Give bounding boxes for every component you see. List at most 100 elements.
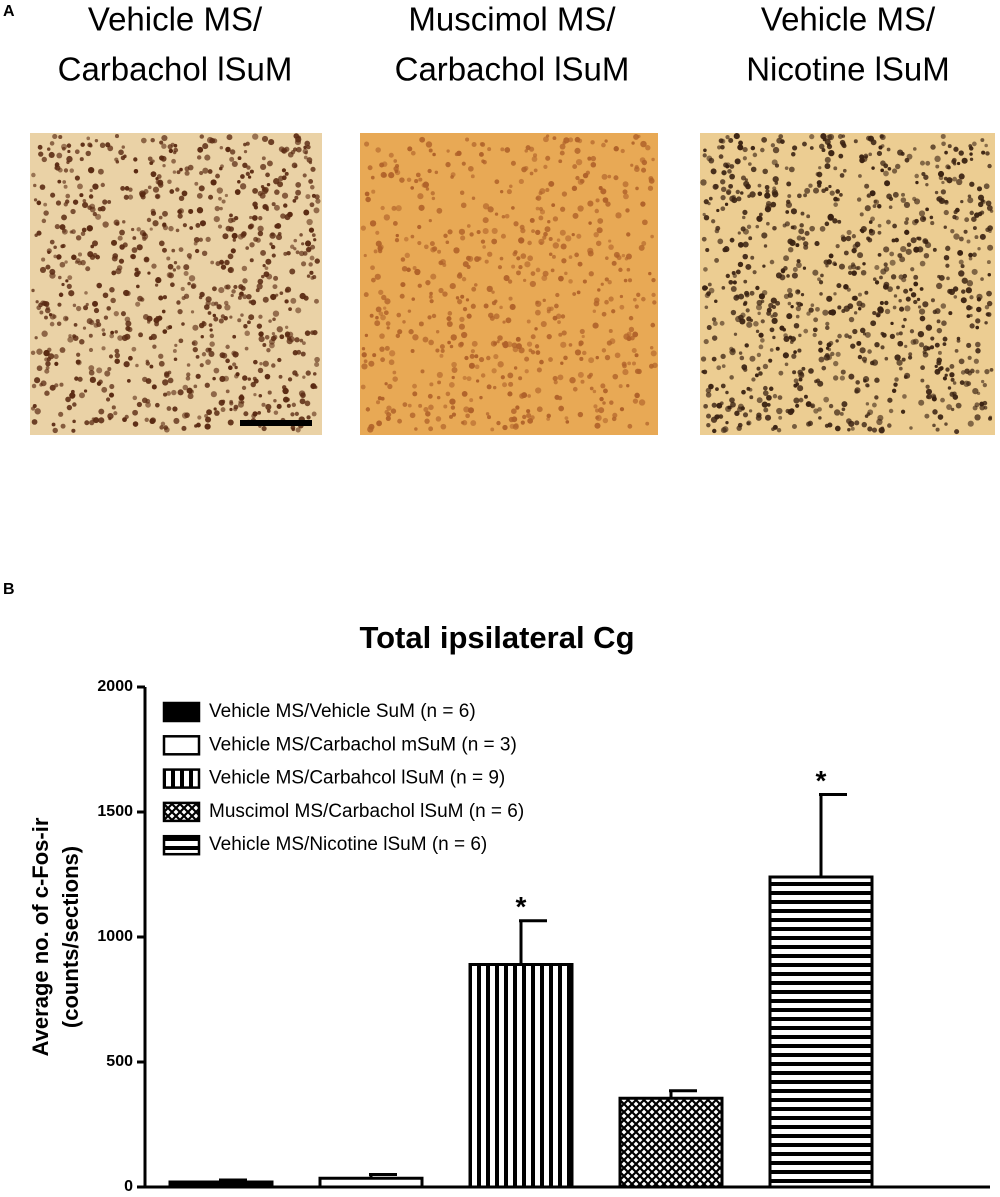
- cell: [533, 168, 538, 173]
- cell: [739, 318, 746, 325]
- cell: [397, 418, 403, 424]
- cell: [225, 358, 230, 364]
- cell: [752, 270, 757, 275]
- cell: [974, 414, 981, 421]
- cell: [43, 210, 49, 216]
- cell: [36, 348, 43, 355]
- cell: [535, 350, 541, 355]
- cell: [813, 317, 819, 323]
- cell: [542, 298, 546, 303]
- cell: [30, 350, 36, 356]
- cell: [56, 321, 62, 326]
- cell: [451, 412, 457, 417]
- cell: [735, 189, 740, 195]
- cell: [305, 370, 311, 376]
- cell: [812, 332, 817, 338]
- cell: [805, 401, 811, 407]
- cell: [364, 333, 369, 338]
- cell: [953, 233, 960, 240]
- cell: [82, 326, 87, 330]
- cell: [548, 357, 553, 362]
- cell: [559, 150, 565, 156]
- cell: [39, 184, 46, 190]
- cell: [87, 167, 95, 174]
- cell: [917, 330, 925, 338]
- cell: [950, 229, 955, 234]
- cell: [588, 271, 594, 277]
- cell: [981, 199, 986, 204]
- cell: [135, 363, 139, 368]
- cell: [825, 321, 830, 326]
- bar: [768, 875, 874, 1189]
- cell: [524, 261, 531, 268]
- cell: [131, 227, 135, 232]
- cell: [299, 292, 306, 300]
- cell: [786, 274, 790, 278]
- cell: [158, 360, 165, 367]
- cell: [272, 310, 280, 317]
- cell: [866, 412, 871, 417]
- cell: [114, 330, 118, 334]
- cell: [284, 299, 289, 304]
- cell: [133, 157, 138, 162]
- cell: [977, 194, 985, 201]
- cell: [136, 401, 143, 408]
- cell: [902, 394, 907, 399]
- cell: [632, 398, 639, 404]
- cell: [837, 134, 843, 139]
- cell: [746, 420, 752, 426]
- cell: [828, 309, 834, 315]
- cell: [901, 324, 905, 329]
- cell: [904, 305, 911, 312]
- cell: [509, 303, 516, 310]
- cell: [793, 397, 800, 404]
- cell: [943, 254, 950, 261]
- cell: [883, 246, 890, 253]
- cell: [545, 134, 550, 138]
- cell: [558, 332, 563, 337]
- cell: [261, 135, 269, 143]
- cell: [294, 195, 299, 200]
- cell: [77, 252, 83, 257]
- cell: [745, 308, 750, 313]
- cell: [490, 427, 495, 432]
- cell: [652, 362, 658, 369]
- cell: [125, 320, 132, 327]
- image-caption: Muscimol MS/: [408, 1, 616, 38]
- cell: [946, 177, 953, 184]
- cell: [575, 158, 583, 166]
- cell: [790, 304, 794, 309]
- cell: [189, 226, 194, 230]
- cell: [34, 336, 38, 340]
- cell: [948, 311, 953, 316]
- cell: [246, 165, 251, 170]
- cell: [101, 328, 106, 332]
- cell: [886, 219, 891, 225]
- cell: [217, 224, 223, 229]
- cell: [853, 311, 858, 315]
- cell: [198, 185, 205, 192]
- cell: [766, 307, 772, 313]
- cell: [98, 408, 105, 415]
- cell: [447, 340, 451, 345]
- cell: [503, 275, 510, 282]
- cell: [938, 175, 944, 181]
- cell: [114, 348, 120, 354]
- cell: [38, 151, 44, 157]
- cell: [231, 350, 237, 356]
- cell: [764, 192, 771, 199]
- cell: [703, 267, 708, 272]
- cell: [772, 312, 778, 318]
- cell: [706, 422, 711, 428]
- cell: [72, 199, 79, 205]
- cell: [812, 327, 818, 333]
- cell: [193, 236, 200, 243]
- cell: [274, 189, 280, 195]
- cell: [248, 314, 255, 321]
- cell: [961, 277, 968, 284]
- cell: [918, 308, 926, 315]
- cell: [453, 247, 460, 254]
- cell: [821, 365, 827, 371]
- cell: [260, 250, 266, 256]
- y-tick-label: 2000: [97, 678, 133, 695]
